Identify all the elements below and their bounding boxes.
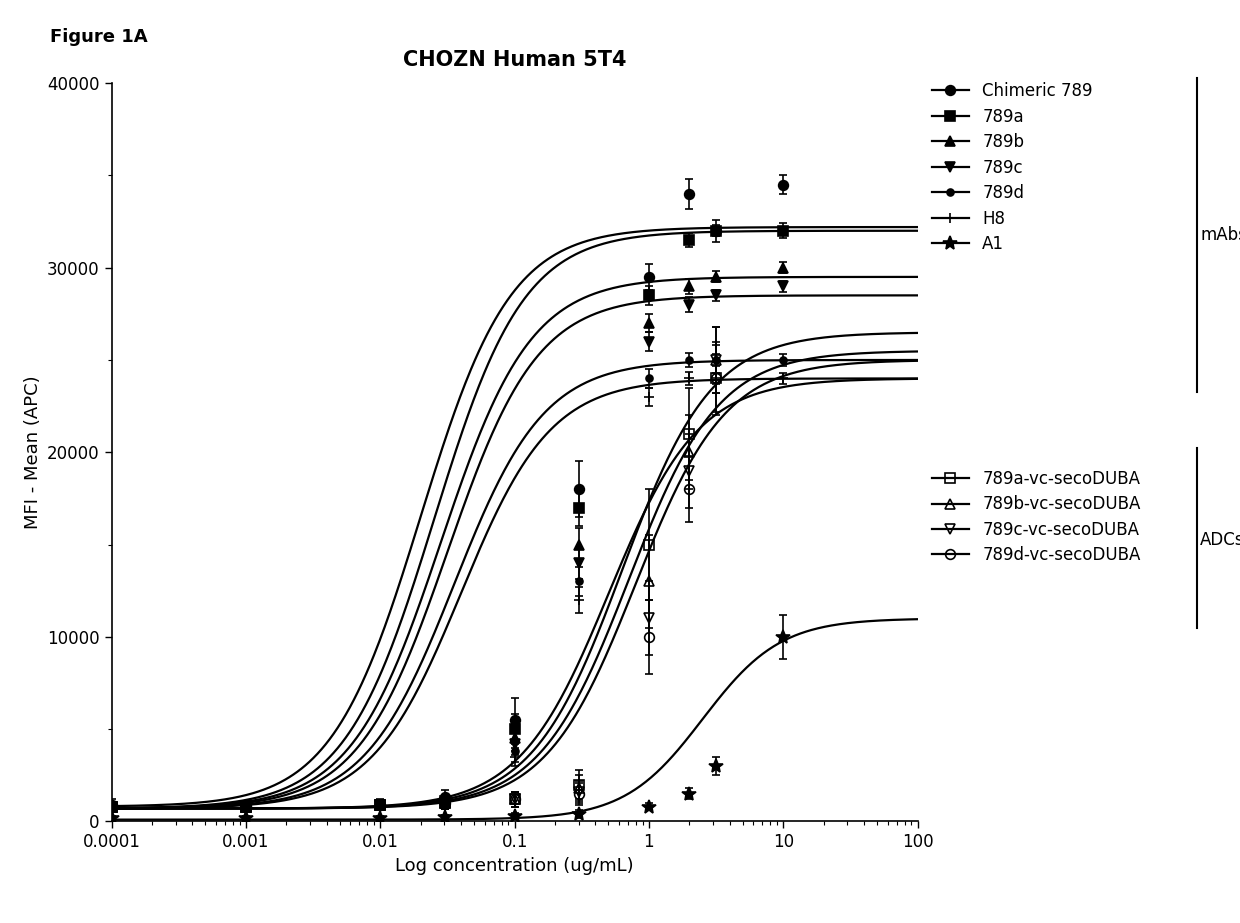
Text: Figure 1A: Figure 1A — [50, 28, 148, 46]
Text: ADCs: ADCs — [1200, 531, 1240, 549]
Legend: Chimeric 789, 789a, 789b, 789c, 789d, H8, A1: Chimeric 789, 789a, 789b, 789c, 789d, H8… — [932, 82, 1092, 253]
Text: mAbs: mAbs — [1200, 226, 1240, 245]
Title: CHOZN Human 5T4: CHOZN Human 5T4 — [403, 51, 626, 70]
Y-axis label: MFI - Mean (APC): MFI - Mean (APC) — [24, 376, 42, 529]
X-axis label: Log concentration (ug/mL): Log concentration (ug/mL) — [396, 857, 634, 875]
Legend: 789a-vc-secoDUBA, 789b-vc-secoDUBA, 789c-vc-secoDUBA, 789d-vc-secoDUBA: 789a-vc-secoDUBA, 789b-vc-secoDUBA, 789c… — [932, 470, 1141, 564]
